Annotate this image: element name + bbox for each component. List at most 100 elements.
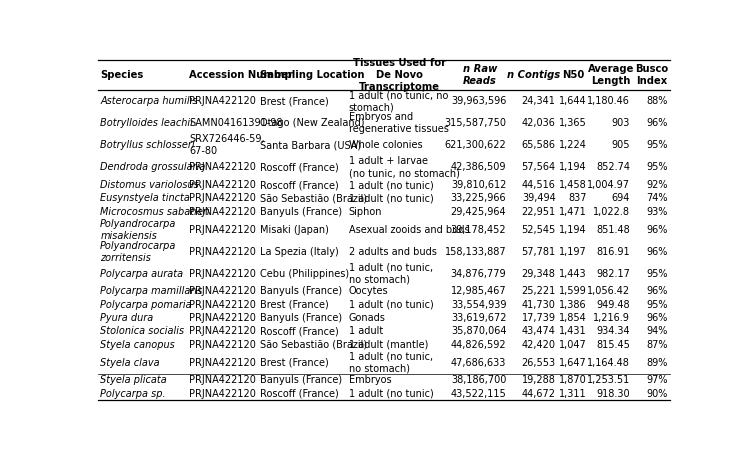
Text: Average
Length: Average Length (588, 64, 634, 86)
Text: 33,225,966: 33,225,966 (451, 193, 507, 203)
Text: 1 adult (no tunic): 1 adult (no tunic) (349, 180, 433, 190)
Text: 1,431: 1,431 (560, 327, 587, 337)
Text: 982.17: 982.17 (596, 269, 630, 279)
Text: 65,586: 65,586 (521, 140, 556, 150)
Text: 851.48: 851.48 (596, 225, 630, 235)
Text: 17,739: 17,739 (521, 313, 556, 323)
Text: 934.34: 934.34 (597, 327, 630, 337)
Text: Polycarpa aurata: Polycarpa aurata (100, 269, 184, 279)
Text: 19,288: 19,288 (521, 375, 556, 386)
Text: Banyuls (France): Banyuls (France) (260, 286, 342, 296)
Text: 1 adult: 1 adult (349, 327, 383, 337)
Text: Microcosmus sabatieri: Microcosmus sabatieri (100, 207, 210, 217)
Text: La Spezia (Italy): La Spezia (Italy) (260, 246, 339, 256)
Text: São Sebastião (Brazil): São Sebastião (Brazil) (260, 193, 367, 203)
Text: PRJNA422120: PRJNA422120 (189, 327, 256, 337)
Text: Banyuls (France): Banyuls (France) (260, 207, 342, 217)
Text: Roscoff (France): Roscoff (France) (260, 162, 339, 172)
Text: 1,471: 1,471 (559, 207, 587, 217)
Text: 97%: 97% (647, 375, 668, 386)
Text: Misaki (Japan): Misaki (Japan) (260, 225, 329, 235)
Text: 96%: 96% (647, 225, 668, 235)
Text: 1,022.8: 1,022.8 (593, 207, 630, 217)
Text: Eusynstyela tincta: Eusynstyela tincta (100, 193, 190, 203)
Text: 39,494: 39,494 (522, 193, 556, 203)
Text: 1,365: 1,365 (559, 118, 587, 128)
Text: 44,826,592: 44,826,592 (451, 340, 507, 350)
Text: Accession Number: Accession Number (189, 70, 293, 80)
Text: 1,194: 1,194 (560, 225, 587, 235)
Text: 815.45: 815.45 (596, 340, 630, 350)
Text: 95%: 95% (647, 269, 668, 279)
Text: SAMN04161391-98: SAMN04161391-98 (189, 118, 283, 128)
Text: 88%: 88% (647, 96, 668, 106)
Text: Roscoff (France): Roscoff (France) (260, 389, 339, 399)
Text: 96%: 96% (647, 286, 668, 296)
Text: Embryos: Embryos (349, 375, 392, 386)
Text: São Sebastião (Brazil): São Sebastião (Brazil) (260, 340, 367, 350)
Text: 95%: 95% (647, 162, 668, 172)
Text: Botrylloides leachii: Botrylloides leachii (100, 118, 193, 128)
Text: 44,516: 44,516 (521, 180, 556, 190)
Text: 47,686,633: 47,686,633 (451, 357, 507, 367)
Text: 44,672: 44,672 (521, 389, 556, 399)
Text: PRJNA422120: PRJNA422120 (189, 313, 256, 323)
Text: 39,963,596: 39,963,596 (451, 96, 507, 106)
Text: 39,810,612: 39,810,612 (451, 180, 507, 190)
Text: 1,253.51: 1,253.51 (587, 375, 630, 386)
Text: 95%: 95% (647, 140, 668, 150)
Text: Banyuls (France): Banyuls (France) (260, 313, 342, 323)
Text: Styela plicata: Styela plicata (100, 375, 167, 386)
Text: Styela canopus: Styela canopus (100, 340, 175, 350)
Text: Styela clava: Styela clava (100, 357, 160, 367)
Text: 1,311: 1,311 (560, 389, 587, 399)
Text: PRJNA422120: PRJNA422120 (189, 357, 256, 367)
Text: Distomus variolosus: Distomus variolosus (100, 180, 199, 190)
Text: 1,854: 1,854 (559, 313, 587, 323)
Text: 1 adult + larvae
(no tunic, no stomach): 1 adult + larvae (no tunic, no stomach) (349, 156, 460, 178)
Text: 1,644: 1,644 (560, 96, 587, 106)
Text: Stolonica socialis: Stolonica socialis (100, 327, 184, 337)
Text: 1,443: 1,443 (560, 269, 587, 279)
Text: PRJNA422120: PRJNA422120 (189, 193, 256, 203)
Text: 33,554,939: 33,554,939 (451, 300, 507, 310)
Text: 621,300,622: 621,300,622 (445, 140, 507, 150)
Text: 1,224: 1,224 (559, 140, 587, 150)
Text: 1 adult (no tunic): 1 adult (no tunic) (349, 300, 433, 310)
Text: 92%: 92% (647, 180, 668, 190)
Text: 34,876,779: 34,876,779 (451, 269, 507, 279)
Text: Roscoff (France): Roscoff (France) (260, 180, 339, 190)
Text: N50: N50 (562, 70, 585, 80)
Text: 41,730: 41,730 (521, 300, 556, 310)
Text: 96%: 96% (647, 313, 668, 323)
Text: Otago (New Zealand): Otago (New Zealand) (260, 118, 365, 128)
Text: Cebu (Philippines): Cebu (Philippines) (260, 269, 349, 279)
Text: 1,164.48: 1,164.48 (587, 357, 630, 367)
Text: 96%: 96% (647, 118, 668, 128)
Text: 1,197: 1,197 (559, 246, 587, 256)
Text: PRJNA422120: PRJNA422120 (189, 300, 256, 310)
Text: Asterocarpa humilis: Asterocarpa humilis (100, 96, 198, 106)
Text: 1 adult (no tunic): 1 adult (no tunic) (349, 193, 433, 203)
Text: 52,545: 52,545 (521, 225, 556, 235)
Text: 12,985,467: 12,985,467 (451, 286, 507, 296)
Text: 25,221: 25,221 (521, 286, 556, 296)
Text: 35,870,064: 35,870,064 (451, 327, 507, 337)
Text: 29,425,964: 29,425,964 (451, 207, 507, 217)
Text: 26,553: 26,553 (521, 357, 556, 367)
Text: 38,186,700: 38,186,700 (451, 375, 507, 386)
Text: PRJNA422120: PRJNA422120 (189, 375, 256, 386)
Text: 1 adult (no tunic,
no stomach): 1 adult (no tunic, no stomach) (349, 352, 433, 374)
Text: Brest (France): Brest (France) (260, 96, 329, 106)
Text: 852.74: 852.74 (596, 162, 630, 172)
Text: Species: Species (100, 70, 143, 80)
Text: PRJNA422120: PRJNA422120 (189, 225, 256, 235)
Text: 694: 694 (612, 193, 630, 203)
Text: 93%: 93% (647, 207, 668, 217)
Text: PRJNA422120: PRJNA422120 (189, 389, 256, 399)
Text: 87%: 87% (647, 340, 668, 350)
Text: Polycarpa pomaria: Polycarpa pomaria (100, 300, 192, 310)
Text: 42,420: 42,420 (521, 340, 556, 350)
Text: Embryos and
regenerative tissues: Embryos and regenerative tissues (349, 112, 448, 134)
Text: Brest (France): Brest (France) (260, 300, 329, 310)
